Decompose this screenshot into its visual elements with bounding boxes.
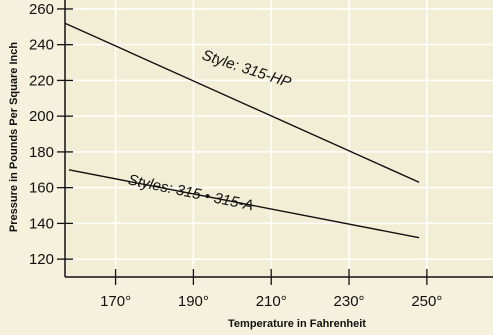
x-tick-label-2: 210° [256, 293, 287, 310]
x-tick-label-3: 230° [334, 293, 365, 310]
axes [64, 0, 493, 278]
series-line-0 [64, 22, 420, 183]
x-axis-title: Temperature in Fahrenheit [228, 318, 366, 330]
y-tick-label-3: 180 [29, 144, 54, 161]
plot-background [65, 0, 493, 277]
y-tick-label-7: 260 [29, 1, 54, 18]
y-tick-label-5: 220 [29, 72, 54, 89]
plot-area [65, 0, 493, 277]
y-ticks: 120 140 160 180 200 220 240 260 [29, 1, 73, 268]
y-tick-label-4: 200 [29, 108, 54, 125]
x-ticks: 170° 190° 210° 230° 250° [100, 269, 442, 310]
x-tick-label-4: 250° [411, 293, 442, 310]
x-tick-label-0: 170° [100, 293, 131, 310]
series-lines [64, 22, 420, 239]
x-tick-label-1: 190° [178, 293, 209, 310]
y-tick-label-6: 240 [29, 37, 54, 54]
y-tick-label-1: 140 [29, 215, 54, 232]
y-tick-label-2: 160 [29, 180, 54, 197]
series-line-1 [68, 169, 420, 239]
grid-horizontal [65, 8, 493, 260]
y-axis-title: Pressure in Pounds Per Square Inch [8, 42, 20, 232]
y-tick-label-0: 120 [29, 251, 54, 268]
